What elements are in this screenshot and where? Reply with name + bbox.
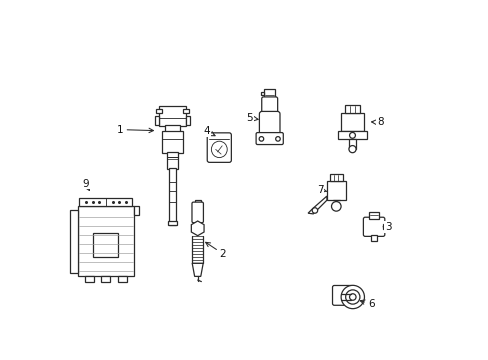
Polygon shape (192, 263, 203, 276)
Polygon shape (307, 196, 326, 214)
Bar (348, 139, 355, 149)
Circle shape (331, 202, 341, 211)
Bar (166, 152, 178, 169)
Bar (345, 105, 359, 113)
Bar (183, 109, 188, 113)
Circle shape (349, 132, 355, 138)
Bar (162, 131, 183, 153)
Text: 9: 9 (82, 179, 89, 190)
FancyBboxPatch shape (207, 133, 231, 162)
Bar (168, 221, 177, 225)
Bar (368, 212, 379, 219)
Bar (117, 276, 126, 282)
Circle shape (348, 145, 355, 153)
Circle shape (349, 294, 355, 300)
FancyBboxPatch shape (261, 97, 277, 117)
Bar (329, 174, 342, 181)
Text: 4: 4 (203, 126, 215, 136)
Bar (185, 116, 189, 125)
Text: 6: 6 (360, 299, 374, 309)
Text: 8: 8 (371, 117, 383, 127)
Bar (326, 181, 345, 200)
Circle shape (341, 285, 364, 309)
Circle shape (275, 136, 280, 141)
Text: 3: 3 (383, 222, 391, 232)
Bar (194, 200, 201, 204)
Circle shape (384, 225, 388, 229)
Bar (341, 113, 363, 131)
Bar (134, 206, 139, 215)
Bar (155, 116, 159, 125)
FancyBboxPatch shape (259, 111, 280, 138)
Bar (169, 168, 175, 225)
Bar (78, 206, 134, 276)
Circle shape (345, 290, 359, 304)
Bar (156, 109, 162, 113)
Bar (261, 92, 264, 95)
Ellipse shape (211, 141, 227, 158)
Bar (79, 198, 132, 206)
Text: 5: 5 (246, 113, 258, 123)
Bar (93, 233, 118, 256)
FancyBboxPatch shape (332, 285, 351, 305)
Bar (159, 106, 185, 126)
Bar (264, 89, 275, 99)
Text: 2: 2 (205, 242, 226, 259)
Bar (101, 276, 110, 282)
Polygon shape (191, 221, 203, 236)
Bar (70, 210, 78, 273)
Bar (382, 224, 390, 229)
Bar (165, 125, 179, 132)
FancyBboxPatch shape (256, 132, 283, 144)
Circle shape (311, 208, 317, 213)
Text: 7: 7 (316, 185, 326, 195)
FancyBboxPatch shape (363, 217, 384, 237)
Bar (337, 131, 366, 139)
Circle shape (259, 136, 263, 141)
Text: 1: 1 (117, 125, 153, 135)
Bar (370, 235, 377, 241)
Bar (85, 276, 94, 282)
FancyBboxPatch shape (192, 202, 203, 223)
